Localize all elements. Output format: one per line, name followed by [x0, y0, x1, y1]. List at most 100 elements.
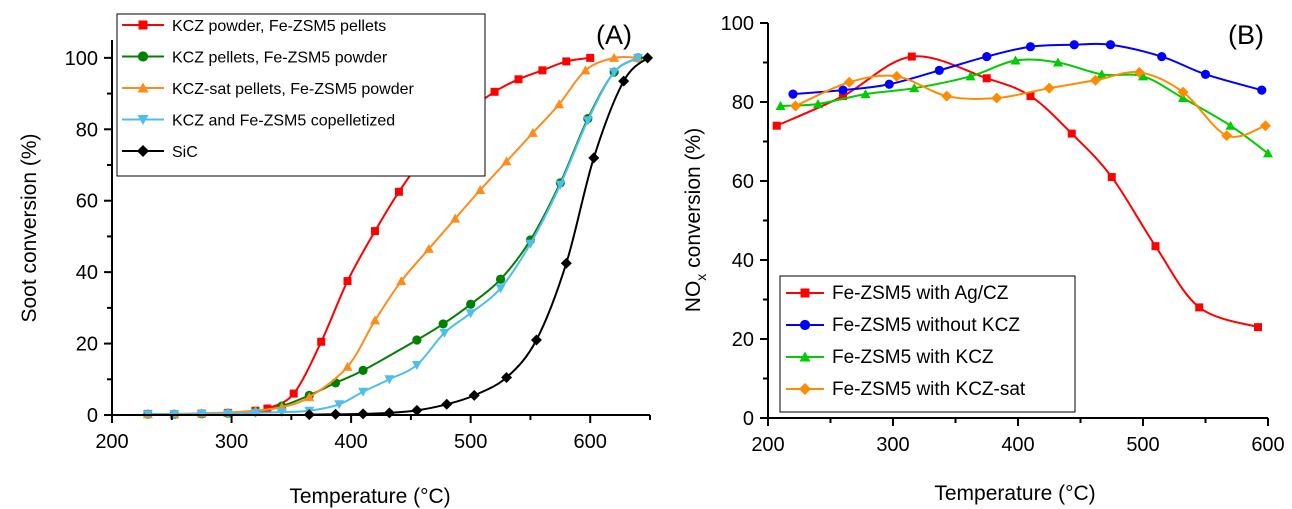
panel-b-y-tick-label: 0 — [743, 408, 754, 430]
panel-b-data-point — [1026, 92, 1035, 101]
panel-a-data-point — [562, 57, 571, 66]
panel-b-data-point — [788, 89, 798, 99]
panel-b-data-point — [934, 65, 944, 75]
panel-b-data-point — [965, 71, 976, 81]
panel-b-data-point — [941, 90, 953, 102]
panel-b-label: (B) — [1228, 20, 1264, 50]
panel-a-data-point — [304, 392, 315, 402]
panel-b-data-point — [1221, 130, 1233, 142]
panel-b-legend-entries: Fe-ZSM5 with Ag/CZ Fe-ZSM5 without KCZ Fe-… — [786, 283, 1026, 400]
panel-a-legend-label: KCZ pellets, Fe-ZSM5 powder — [172, 50, 388, 67]
panel-b-x-tick-label: 600 — [1251, 434, 1284, 456]
panel-b-data-point — [775, 100, 786, 110]
panel-b-data-point — [1177, 86, 1189, 98]
panel-b-legend-marker — [799, 351, 811, 362]
panel-a-data-point — [317, 337, 326, 346]
panel-b-legend-label: Fe-ZSM5 with KCZ-sat — [832, 379, 1026, 400]
panel-a-data-point — [289, 389, 298, 398]
panel-a-legend — [116, 13, 486, 177]
panel-a-data-point — [618, 75, 630, 87]
panel-a-data-point — [555, 180, 566, 190]
panel-b-y-tick-label: 80 — [732, 92, 754, 114]
panel-a-y-tick-label: 60 — [76, 191, 98, 213]
panel-b-data-point — [838, 85, 848, 95]
panel-a-legend-label: KCZ powder, Fe-ZSM5 pellets — [172, 18, 386, 35]
panel-a-data-point — [411, 404, 423, 416]
panel-a-data-point — [588, 152, 600, 164]
panel-a-x-tick-label: 300 — [215, 431, 248, 453]
panel-b-x-tick-label: 300 — [876, 434, 909, 456]
panel-a-legend-marker — [137, 82, 149, 93]
panel-a-data-point — [530, 334, 542, 346]
panel-b-data-point — [1067, 129, 1076, 138]
panel-a-data-point — [441, 398, 453, 410]
panel-a-data-point — [642, 52, 654, 64]
panel-b-y-tick-label: 40 — [732, 250, 754, 272]
panel-b-data-point — [1107, 173, 1116, 182]
panel-b-x-axis-title: Temperature (°C) — [934, 482, 1095, 505]
panel-a-data-point — [466, 299, 476, 309]
panel-a-data-point — [527, 127, 538, 137]
panel-b-data-point — [843, 76, 855, 88]
panel-b-data-point — [1133, 66, 1145, 78]
panel-a-legend-label: KCZ and Fe-ZSM5 copelletized — [172, 113, 395, 130]
panel-a-data-point — [501, 372, 513, 383]
panel-b-data-point — [909, 83, 920, 93]
panel-a-data-point — [358, 365, 368, 375]
panel-a-legend-marker — [138, 20, 148, 30]
panel-b-x-tick-label: 200 — [751, 434, 784, 456]
panel-b-data-point — [1257, 85, 1267, 95]
panel-b-data-point — [1157, 51, 1167, 62]
panel-b-y-tick-label: 20 — [732, 329, 754, 351]
panel-a-data-point — [580, 65, 591, 75]
panel-a-legend-marker — [137, 145, 149, 157]
panel-b-data-point — [790, 100, 801, 112]
panel-a-data-point — [396, 276, 407, 286]
panel-b-data-point — [1195, 303, 1204, 312]
panel-b-y-axis-title-main: NO — [682, 281, 705, 313]
panel-a-data-point — [412, 335, 422, 345]
panel-a-data-point — [468, 389, 480, 401]
panel-a-x-tick-label: 200 — [95, 431, 128, 453]
panel-b-legend-label: Fe-ZSM5 with Ag/CZ — [832, 283, 1009, 304]
panel-a-data-point — [411, 361, 422, 370]
panel-a-data-point — [633, 53, 644, 63]
panel-b-y-tick-label: 60 — [732, 171, 754, 193]
panel-b-data-point — [1043, 82, 1055, 94]
panel-a-y-tick-label: 0 — [87, 405, 98, 427]
panel-b-legend-marker — [799, 383, 811, 395]
panel-a-y-tick-label: 40 — [76, 262, 98, 284]
panel-a-y-axis-title: Soot conversion (%) — [18, 133, 41, 322]
panel-b: 200 300 400 500 600 0 20 40 60 80 100 Temperature … — [682, 13, 1285, 505]
panel-b-data-point — [982, 74, 991, 83]
panel-b-data-point — [1263, 148, 1273, 158]
panel-b-data-point — [1053, 57, 1063, 67]
panel-b-data-point — [991, 92, 1003, 104]
panel-a-x-tick-label: 500 — [454, 431, 487, 453]
panel-b-data-point — [1254, 323, 1262, 332]
panel-b-y-axis-title-sub: x — [693, 274, 709, 281]
panel-a-data-point — [357, 408, 369, 420]
panel-a-legend-label: KCZ-sat pellets, Fe-ZSM5 powder — [172, 81, 415, 98]
panel-b-ticks: 200 300 400 500 600 0 20 40 60 80 100 — [721, 13, 1285, 456]
panel-a: 200 300 400 500 600 0 20 40 60 80 100 Temperature … — [18, 13, 654, 508]
panel-b-data-point — [1225, 120, 1236, 130]
panel-b-data-point — [1260, 120, 1271, 132]
panel-a-data-point — [609, 68, 620, 78]
panel-b-legend-label: Fe-ZSM5 with KCZ — [832, 347, 994, 368]
panel-a-data-point — [538, 66, 547, 75]
panel-b-data-point — [813, 98, 823, 108]
panel-a-data-point — [586, 53, 595, 62]
panel-b-series-line-1 — [792, 42, 1263, 96]
panel-b-data-point — [907, 52, 916, 61]
panel-b-data-point — [839, 92, 847, 101]
panel-a-data-point — [394, 187, 403, 196]
panel-b-legend-label: Fe-ZSM5 without KCZ — [832, 315, 1020, 336]
panel-a-data-point — [554, 99, 565, 109]
panel-a-data-point — [490, 87, 499, 96]
panel-b-data-point — [1138, 71, 1148, 81]
panel-a-data-point — [495, 274, 506, 284]
panel-a-ticks: 200 300 400 500 600 0 20 40 60 80 100 — [65, 48, 651, 453]
panel-a-data-point — [383, 407, 395, 419]
